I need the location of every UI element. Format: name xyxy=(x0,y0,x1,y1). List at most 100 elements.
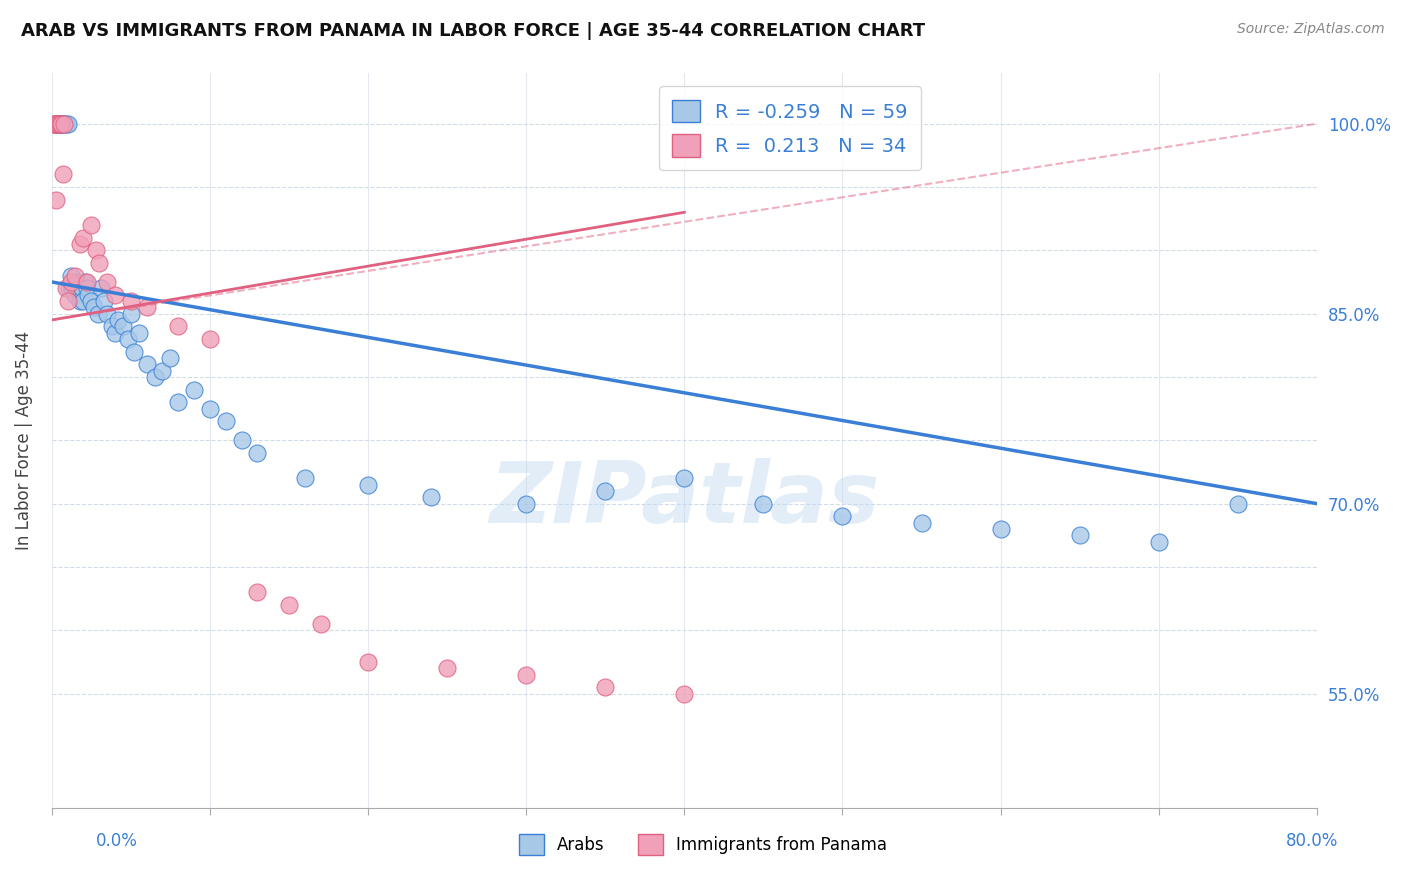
Point xyxy=(96,275,118,289)
Point xyxy=(55,281,77,295)
Point xyxy=(77,287,100,301)
Point xyxy=(93,293,115,308)
Point xyxy=(1226,497,1249,511)
Point xyxy=(143,370,166,384)
Text: ZIPatlas: ZIPatlas xyxy=(489,458,879,541)
Point xyxy=(167,319,190,334)
Point xyxy=(357,477,380,491)
Point xyxy=(673,471,696,485)
Point xyxy=(436,661,458,675)
Point xyxy=(90,281,112,295)
Point xyxy=(48,117,70,131)
Point xyxy=(420,491,443,505)
Point xyxy=(990,522,1012,536)
Point xyxy=(86,307,108,321)
Point xyxy=(294,471,316,485)
Y-axis label: In Labor Force | Age 35-44: In Labor Force | Age 35-44 xyxy=(15,331,32,549)
Point xyxy=(65,287,87,301)
Point xyxy=(198,401,221,416)
Point xyxy=(309,617,332,632)
Point xyxy=(673,687,696,701)
Point xyxy=(72,230,94,244)
Point xyxy=(246,585,269,599)
Point xyxy=(55,117,77,131)
Point xyxy=(69,237,91,252)
Point xyxy=(58,281,80,295)
Point xyxy=(1147,534,1170,549)
Point xyxy=(167,395,190,409)
Point xyxy=(48,117,70,131)
Point xyxy=(56,117,79,131)
Point xyxy=(70,281,93,295)
Point xyxy=(52,167,75,181)
Point xyxy=(96,307,118,321)
Point xyxy=(231,434,253,448)
Point xyxy=(45,193,67,207)
Point xyxy=(48,117,70,131)
Point xyxy=(52,117,75,131)
Point xyxy=(107,313,129,327)
Point xyxy=(51,117,73,131)
Point xyxy=(111,319,134,334)
Point xyxy=(65,268,87,283)
Text: Source: ZipAtlas.com: Source: ZipAtlas.com xyxy=(1237,22,1385,37)
Point xyxy=(46,117,69,131)
Point xyxy=(120,293,142,308)
Point xyxy=(152,364,174,378)
Point xyxy=(80,218,103,232)
Point xyxy=(515,667,537,681)
Point xyxy=(56,293,79,308)
Point xyxy=(44,117,66,131)
Point xyxy=(135,357,157,371)
Point xyxy=(910,516,932,530)
Point xyxy=(101,319,124,334)
Point xyxy=(135,301,157,315)
Point xyxy=(66,275,89,289)
Point xyxy=(1069,528,1091,542)
Point xyxy=(120,307,142,321)
Point xyxy=(60,281,83,295)
Point xyxy=(53,117,76,131)
Point xyxy=(53,117,76,131)
Point xyxy=(69,293,91,308)
Point xyxy=(752,497,775,511)
Point xyxy=(593,681,616,695)
Point xyxy=(80,293,103,308)
Legend: R = -0.259   N = 59, R =  0.213   N = 34: R = -0.259 N = 59, R = 0.213 N = 34 xyxy=(659,87,921,170)
Point xyxy=(183,383,205,397)
Point xyxy=(128,326,150,340)
Point xyxy=(198,332,221,346)
Point xyxy=(72,293,94,308)
Text: 0.0%: 0.0% xyxy=(96,831,138,849)
Point xyxy=(593,483,616,498)
Text: ARAB VS IMMIGRANTS FROM PANAMA IN LABOR FORCE | AGE 35-44 CORRELATION CHART: ARAB VS IMMIGRANTS FROM PANAMA IN LABOR … xyxy=(21,22,925,40)
Point xyxy=(278,598,301,612)
Point xyxy=(67,281,90,295)
Point xyxy=(215,414,238,428)
Point xyxy=(59,275,82,289)
Point xyxy=(44,117,66,131)
Legend: Arabs, Immigrants from Panama: Arabs, Immigrants from Panama xyxy=(512,828,894,862)
Point xyxy=(357,655,380,669)
Point xyxy=(104,326,127,340)
Point xyxy=(89,256,111,270)
Point xyxy=(104,287,127,301)
Point xyxy=(76,281,98,295)
Point xyxy=(51,117,73,131)
Point xyxy=(84,244,107,258)
Point xyxy=(73,275,96,289)
Point xyxy=(76,275,98,289)
Point xyxy=(45,117,67,131)
Point xyxy=(159,351,181,365)
Text: 80.0%: 80.0% xyxy=(1286,831,1339,849)
Point xyxy=(117,332,139,346)
Point xyxy=(83,301,105,315)
Point xyxy=(46,117,69,131)
Point xyxy=(42,117,65,131)
Point xyxy=(44,117,66,131)
Point xyxy=(59,268,82,283)
Point xyxy=(122,344,145,359)
Point xyxy=(515,497,537,511)
Point xyxy=(45,117,67,131)
Point xyxy=(246,446,269,460)
